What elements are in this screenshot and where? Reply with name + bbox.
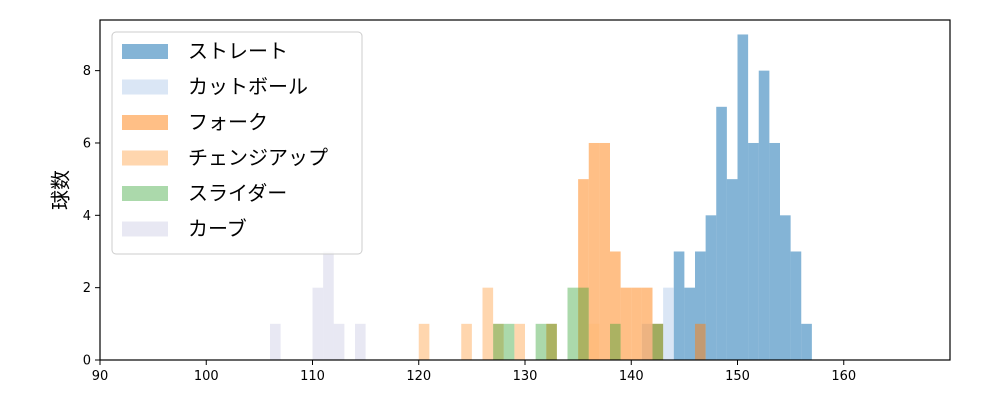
bar-series-3-bin-127 xyxy=(493,323,504,360)
bar-series-3-bin-129 xyxy=(514,323,525,360)
bar-series-0-bin-149 xyxy=(726,179,738,360)
bar-series-4-bin-131 xyxy=(535,323,547,360)
histogram-bars xyxy=(270,34,812,361)
legend-swatch xyxy=(122,79,168,95)
bar-series-4-bin-127 xyxy=(493,323,504,360)
bar-series-0-bin-152 xyxy=(758,70,770,360)
y-tick-label: 6 xyxy=(83,136,91,151)
bar-series-0-bin-145 xyxy=(684,287,695,360)
bar-series-2-bin-136 xyxy=(588,142,600,360)
x-axis-ticks: 90 100 110 120 130 140 150 160 xyxy=(92,360,856,384)
bar-series-4-bin-132 xyxy=(546,323,557,360)
bar-series-5-bin-110 xyxy=(312,287,324,360)
bar-series-2-bin-135 xyxy=(578,179,589,360)
bar-series-5-bin-106 xyxy=(270,323,281,360)
bar-series-4-bin-138 xyxy=(610,323,621,360)
x-tick-label: 100 xyxy=(194,369,219,384)
x-tick-label: 150 xyxy=(725,369,750,384)
x-tick-label: 130 xyxy=(513,369,538,384)
legend-box xyxy=(111,31,363,255)
legend-swatch xyxy=(122,115,168,130)
y-axis-label: 球数 xyxy=(49,170,73,210)
bar-series-0-bin-148 xyxy=(716,106,727,361)
bar-series-4-bin-134 xyxy=(567,287,579,360)
legend-label: ストレート xyxy=(188,39,288,63)
bar-series-0-bin-153 xyxy=(769,142,780,360)
bar-series-2-bin-139 xyxy=(620,287,632,360)
x-tick-label: 160 xyxy=(831,369,856,384)
legend-swatch xyxy=(122,221,168,237)
bar-series-0-bin-151 xyxy=(748,142,759,360)
bar-series-2-bin-140 xyxy=(631,287,642,360)
bar-series-1-bin-143 xyxy=(663,287,674,360)
bar-series-5-bin-111 xyxy=(323,251,334,360)
y-tick-label: 0 xyxy=(83,354,91,369)
legend-swatch xyxy=(122,44,168,59)
bar-series-5-bin-114 xyxy=(355,323,366,360)
x-tick-label: 140 xyxy=(619,369,644,384)
bar-series-3-bin-136 xyxy=(588,323,600,360)
bar-series-0-bin-155 xyxy=(790,251,802,360)
bar-series-0-bin-150 xyxy=(737,34,749,361)
bar-series-2-bin-142 xyxy=(652,323,664,360)
legend-label: カーブ xyxy=(188,217,247,241)
bar-series-0-bin-156 xyxy=(801,323,812,360)
y-axis-ticks: 0 2 4 6 8 xyxy=(83,64,100,369)
y-tick-label: 8 xyxy=(83,64,91,79)
legend-swatch xyxy=(122,186,168,201)
legend-label: チェンジアップ xyxy=(188,146,328,170)
bar-series-2-bin-146 xyxy=(695,323,706,360)
legend-swatch xyxy=(122,150,168,166)
bar-series-2-bin-137 xyxy=(599,142,610,360)
bar-series-0-bin-147 xyxy=(705,215,717,360)
bar-series-4-bin-142 xyxy=(652,323,664,360)
bar-series-4-bin-128 xyxy=(503,323,515,360)
bar-series-3-bin-126 xyxy=(482,287,494,360)
bar-series-3-bin-124 xyxy=(461,323,472,360)
bar-series-2-bin-132 xyxy=(546,323,557,360)
legend-label: カットボール xyxy=(188,75,308,99)
bar-series-5-bin-112 xyxy=(333,323,345,360)
legend-label: フォーク xyxy=(188,110,268,134)
bar-series-0-bin-146 xyxy=(695,251,706,360)
x-tick-label: 90 xyxy=(92,369,109,384)
bar-series-3-bin-120 xyxy=(418,323,430,360)
bar-series-2-bin-138 xyxy=(610,251,621,360)
bar-series-2-bin-141 xyxy=(641,287,653,360)
bar-series-4-bin-135 xyxy=(578,287,589,360)
bar-series-0-bin-154 xyxy=(780,215,791,360)
x-tick-label: 120 xyxy=(406,369,431,384)
x-tick-label: 110 xyxy=(300,369,325,384)
y-tick-label: 2 xyxy=(83,281,91,296)
legend-label: スライダー xyxy=(188,181,287,205)
y-tick-label: 4 xyxy=(83,209,91,224)
bar-series-0-bin-144 xyxy=(673,251,685,360)
